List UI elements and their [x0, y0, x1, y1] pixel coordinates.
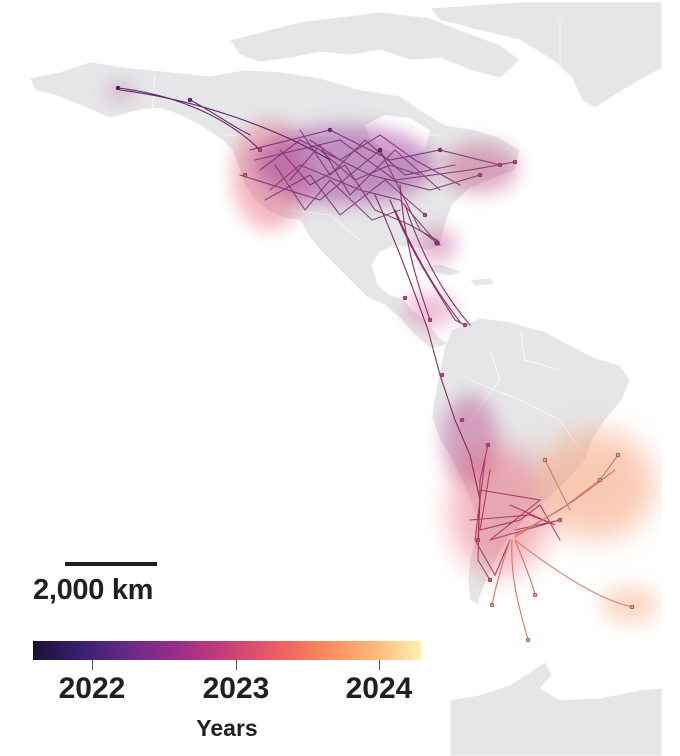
track-points	[115, 85, 635, 643]
tick-2022	[92, 660, 93, 670]
scale-bar-label: 2,000 km	[33, 574, 154, 606]
cuba	[414, 263, 464, 277]
tick-2024	[379, 660, 380, 670]
greenland	[429, 1, 662, 109]
tick-label-2023: 2023	[202, 672, 270, 705]
antarctica	[449, 661, 662, 756]
tick-2023	[236, 660, 237, 670]
tick-label-2024: 2024	[345, 672, 413, 705]
colorbar-gradient	[33, 641, 421, 660]
hispaniola	[469, 277, 496, 287]
tick-label-2022: 2022	[58, 672, 126, 705]
migration-tracks	[117, 87, 633, 641]
arctic-islands	[229, 11, 521, 79]
legend-title: Years	[196, 715, 258, 741]
scale-bar-line	[65, 562, 157, 566]
